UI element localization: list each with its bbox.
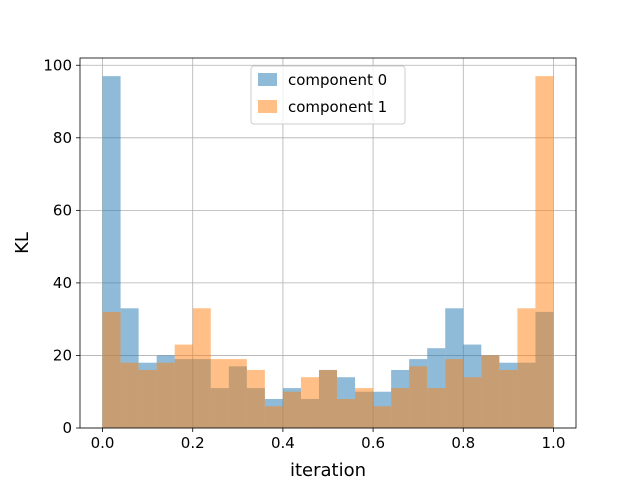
plot-frame bbox=[79, 57, 577, 429]
histogram-bar-component-1 bbox=[517, 308, 536, 428]
histogram-bar-component-1 bbox=[192, 308, 211, 428]
histogram-bar-component-1 bbox=[481, 355, 500, 428]
histogram-bar-component-1 bbox=[535, 76, 554, 428]
histogram-bar-component-1 bbox=[102, 311, 121, 428]
histogram-bar-component-1 bbox=[373, 406, 392, 428]
x-tick-label: 0.6 bbox=[361, 434, 385, 452]
x-tick-label: 0.4 bbox=[271, 434, 295, 452]
y-tick-label: 100 bbox=[43, 56, 72, 74]
histogram-bar-component-1 bbox=[246, 369, 265, 428]
y-tick-label: 20 bbox=[53, 346, 72, 364]
legend-swatch-component-1 bbox=[258, 100, 277, 113]
x-tick-label: 0.2 bbox=[181, 434, 205, 452]
histogram-bar-component-1 bbox=[228, 359, 247, 428]
x-axis-label: iteration bbox=[290, 460, 366, 480]
legend: component 0 component 1 bbox=[250, 65, 406, 125]
legend-swatch-component-0 bbox=[258, 73, 277, 86]
y-tick-label: 40 bbox=[53, 274, 72, 292]
y-tick-label: 80 bbox=[53, 129, 72, 147]
histogram-bar-component-1 bbox=[318, 369, 338, 428]
x-tick-label: 0.0 bbox=[91, 434, 115, 452]
histogram-bar-component-1 bbox=[282, 391, 301, 428]
histogram-bar-component-1 bbox=[300, 377, 319, 428]
legend-label-component-1: component 1 bbox=[288, 98, 387, 116]
histogram-bar-component-1 bbox=[138, 369, 157, 428]
histogram-bar-component-1 bbox=[391, 388, 410, 428]
x-tick-label: 1.0 bbox=[542, 434, 566, 452]
y-tick-label: 0 bbox=[62, 419, 72, 437]
y-axis-label: KL bbox=[12, 232, 33, 254]
histogram-bar-component-1 bbox=[210, 359, 229, 428]
ticks: 0.0 0.2 0.4 0.6 0.8 1.0 0 20 40 60 80 100 bbox=[43, 56, 565, 452]
histogram-bar-component-1 bbox=[156, 362, 175, 428]
histogram-bar-component-1 bbox=[409, 366, 428, 428]
histogram-bar-component-1 bbox=[174, 344, 193, 428]
histogram-bar-component-1 bbox=[337, 398, 356, 428]
histogram-bar-component-1 bbox=[499, 369, 518, 428]
histogram-bar-component-1 bbox=[463, 377, 482, 428]
legend-box bbox=[250, 65, 406, 125]
histogram-bar-component-1 bbox=[264, 406, 283, 428]
histogram-bar-component-1 bbox=[355, 388, 374, 428]
y-tick-label: 60 bbox=[53, 201, 72, 219]
legend-label-component-0: component 0 bbox=[288, 71, 387, 89]
histogram-bar-component-1 bbox=[427, 388, 446, 428]
histogram-bar-component-1 bbox=[445, 359, 464, 428]
bars bbox=[102, 76, 554, 428]
x-tick-label: 0.8 bbox=[451, 434, 475, 452]
axes bbox=[79, 57, 577, 429]
histogram-bar-component-1 bbox=[120, 362, 139, 428]
